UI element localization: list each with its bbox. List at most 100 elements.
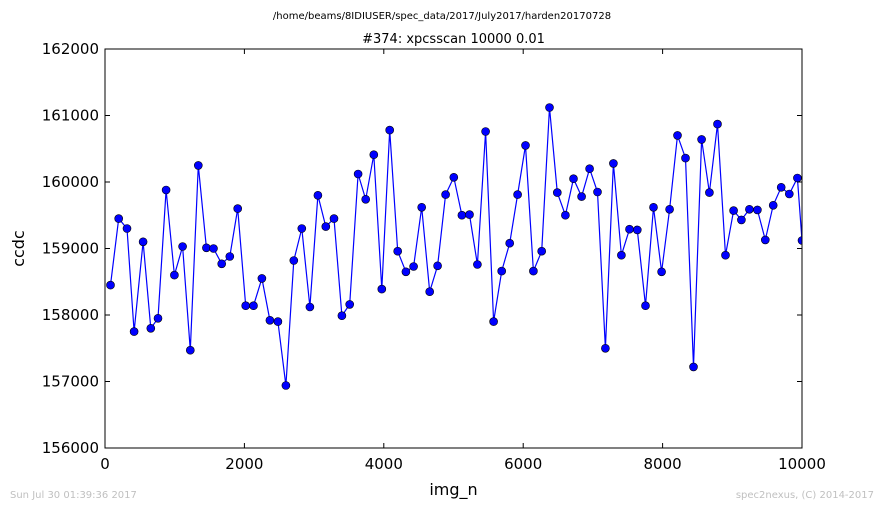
data-point (561, 210, 570, 220)
y-tick-label: 158000 (42, 306, 99, 324)
data-point (776, 183, 786, 192)
data-point (617, 250, 626, 260)
data-point (721, 250, 730, 260)
y-tick-label: 160000 (42, 173, 99, 191)
data-point (729, 206, 738, 215)
data-point (465, 210, 474, 219)
data-point (473, 260, 482, 269)
y-tick-label: 157000 (42, 373, 99, 391)
data-point (337, 311, 347, 321)
data-point (577, 192, 586, 201)
data-point (793, 173, 802, 183)
footer-credit: spec2nexus, (C) 2014-2017 (736, 490, 874, 501)
data-point (377, 284, 387, 294)
x-tick-label: 8000 (644, 455, 682, 473)
data-point (753, 205, 762, 215)
data-point (513, 190, 522, 199)
data-point (170, 270, 179, 280)
data-point (433, 261, 442, 271)
series-layer (106, 103, 802, 390)
data-point (209, 244, 218, 253)
y-axis-label: ccdc (9, 230, 28, 267)
data-point (393, 246, 403, 256)
data-point (705, 188, 714, 197)
data-point (345, 300, 355, 309)
data-point (497, 266, 507, 276)
data-point (217, 259, 226, 269)
data-point (505, 238, 515, 248)
data-point (186, 345, 195, 355)
data-point (632, 225, 642, 235)
data-point (529, 266, 538, 276)
footer-timestamp: Sun Jul 30 01:39:36 2017 (10, 490, 137, 501)
data-point (401, 267, 411, 277)
x-tick-label: 2000 (225, 455, 263, 473)
data-point (249, 301, 258, 311)
chart-title: #374: xpcsscan 10000 0.01 (362, 32, 545, 47)
data-point (265, 315, 275, 325)
data-point (601, 343, 610, 353)
data-point (697, 135, 706, 144)
tick-layer: 0 2000 4000 6000 8000 10000 156000 157000 158000… (42, 40, 826, 473)
x-axis-label: img_n (429, 480, 477, 500)
data-point (481, 127, 490, 136)
data-point (489, 317, 498, 326)
data-point (361, 195, 371, 204)
data-point (609, 159, 618, 168)
plot-frame (104, 48, 803, 449)
x-tick-label: 4000 (365, 455, 403, 473)
data-point (122, 224, 132, 233)
data-point (585, 164, 594, 173)
data-point (537, 246, 547, 256)
data-point (689, 362, 698, 372)
data-point (665, 205, 674, 214)
data-point (737, 215, 746, 225)
data-point (161, 185, 171, 195)
data-point (552, 188, 562, 197)
data-point (241, 301, 250, 311)
data-point (289, 256, 299, 265)
data-point (681, 153, 690, 163)
data-point (545, 103, 554, 112)
data-point (569, 174, 578, 183)
data-point (713, 119, 722, 129)
data-point (194, 161, 203, 170)
data-point (441, 190, 450, 199)
data-point (369, 150, 379, 159)
data-point (129, 327, 139, 336)
data-point (114, 214, 123, 223)
data-point (673, 131, 682, 140)
data-point (321, 222, 331, 231)
x-tick-label: 0 (100, 455, 110, 473)
data-point (409, 262, 418, 271)
series-line (109, 107, 802, 386)
data-point (449, 173, 459, 182)
data-point (329, 214, 339, 223)
y-tick-label: 159000 (42, 240, 99, 258)
y-tick-label: 161000 (42, 107, 99, 125)
data-point (106, 280, 115, 290)
data-point (457, 210, 467, 220)
data-point (657, 267, 666, 277)
data-point (797, 236, 802, 245)
data-point (202, 243, 211, 253)
data-point (273, 317, 283, 326)
data-point (649, 203, 658, 212)
x-tick-label: 10000 (778, 455, 826, 473)
data-point (593, 187, 602, 197)
data-point (760, 235, 770, 245)
data-point (425, 287, 435, 297)
data-point (281, 381, 291, 390)
data-point (417, 203, 427, 212)
data-point (225, 252, 235, 261)
data-point (233, 204, 242, 213)
data-point (257, 274, 267, 283)
data-point (521, 141, 530, 150)
data-point (625, 224, 634, 234)
data-point (745, 205, 754, 214)
data-point (641, 301, 650, 311)
data-point (385, 125, 395, 135)
data-point (768, 201, 778, 210)
data-point (784, 189, 794, 199)
